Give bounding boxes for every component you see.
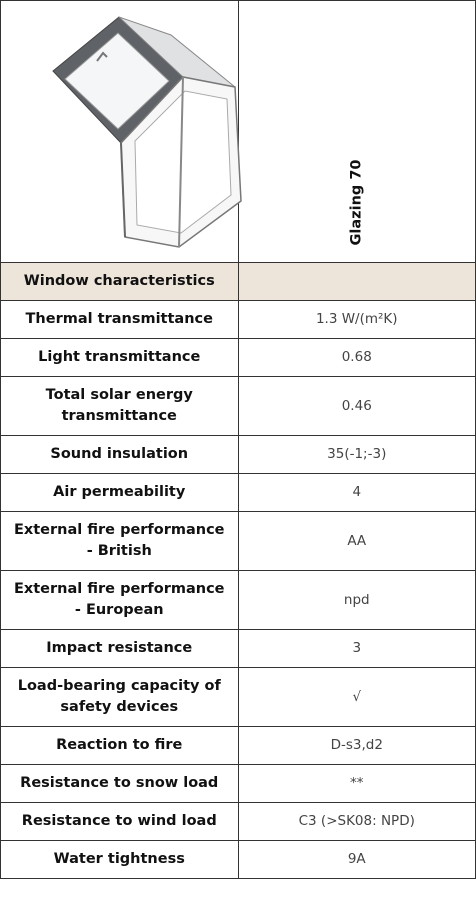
row-value: npd: [238, 571, 476, 630]
row-label: Load-bearing capacity of safety devices: [1, 668, 239, 727]
section-row: Window characteristics: [1, 263, 476, 301]
section-title: Window characteristics: [1, 263, 239, 301]
row-label: Resistance to snow load: [1, 765, 239, 803]
row-value: 35(-1;-3): [238, 436, 476, 474]
row-value: 3: [238, 630, 476, 668]
row-value: C3 (>SK08: NPD): [238, 803, 476, 841]
product-image: [1, 1, 333, 257]
table-row: Resistance to snow load**: [1, 765, 476, 803]
row-label: Resistance to wind load: [1, 803, 239, 841]
header-row: Glazing 70: [1, 1, 476, 263]
row-value: 1.3 W/(m²K): [238, 301, 476, 339]
row-value: **: [238, 765, 476, 803]
row-label: Thermal transmittance: [1, 301, 239, 339]
row-label: Sound insulation: [1, 436, 239, 474]
table-row: Load-bearing capacity of safety devices√: [1, 668, 476, 727]
row-label: Impact resistance: [1, 630, 239, 668]
row-value: 4: [238, 474, 476, 512]
row-label: Air permeability: [1, 474, 239, 512]
row-label: Reaction to fire: [1, 727, 239, 765]
row-label: Light transmittance: [1, 339, 239, 377]
row-value: AA: [238, 512, 476, 571]
row-label: Total solar energy transmittance: [1, 377, 239, 436]
row-value: √: [238, 668, 476, 727]
row-label: External fire performance - European: [1, 571, 239, 630]
product-image-cell: [1, 1, 239, 263]
row-label: Water tightness: [1, 841, 239, 879]
section-empty-cell: [238, 263, 476, 301]
row-value: 9A: [238, 841, 476, 879]
row-value: D-s3,d2: [238, 727, 476, 765]
page: Glazing 70 Window characteristics Therma…: [0, 0, 476, 919]
characteristics-table: Glazing 70 Window characteristics Therma…: [0, 0, 476, 879]
row-label: External fire performance - British: [1, 512, 239, 571]
column-title: Glazing 70: [346, 160, 367, 246]
row-value: 0.46: [238, 377, 476, 436]
row-value: 0.68: [238, 339, 476, 377]
